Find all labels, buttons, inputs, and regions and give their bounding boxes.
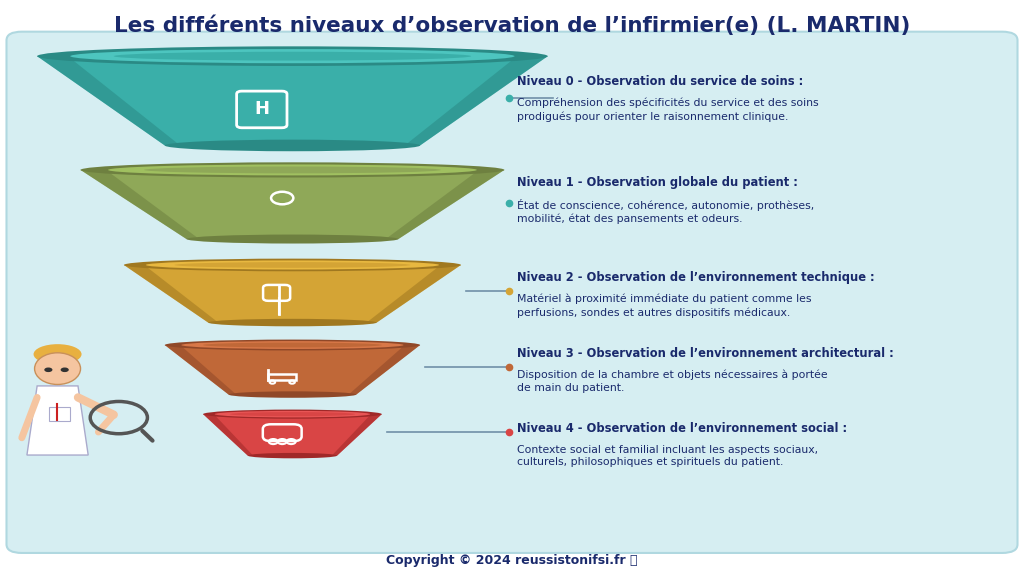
Text: Contexte social et familial incluant les aspects sociaux,
culturels, philosophiq: Contexte social et familial incluant les… bbox=[517, 445, 818, 468]
Ellipse shape bbox=[34, 344, 82, 365]
Ellipse shape bbox=[81, 162, 505, 177]
Polygon shape bbox=[37, 56, 180, 146]
Ellipse shape bbox=[145, 260, 439, 270]
Ellipse shape bbox=[203, 343, 382, 347]
Ellipse shape bbox=[165, 139, 420, 151]
Polygon shape bbox=[203, 414, 253, 456]
Text: Copyright © 2024 reussistonifsi.fr 💲: Copyright © 2024 reussistonifsi.fr 💲 bbox=[386, 554, 638, 567]
Ellipse shape bbox=[144, 166, 440, 173]
Polygon shape bbox=[124, 265, 218, 323]
Text: Compréhension des spécificités du service et des soins
prodigués pour orienter l: Compréhension des spécificités du servic… bbox=[517, 98, 819, 122]
Text: État de conscience, cohérence, autonomie, prothèses,
mobilité, état des pansemen: État de conscience, cohérence, autonomie… bbox=[517, 199, 814, 224]
Ellipse shape bbox=[71, 49, 514, 63]
Polygon shape bbox=[404, 56, 548, 146]
Polygon shape bbox=[81, 170, 505, 239]
Polygon shape bbox=[124, 265, 461, 323]
Text: H: H bbox=[254, 100, 269, 119]
Ellipse shape bbox=[181, 341, 403, 349]
Ellipse shape bbox=[37, 46, 548, 66]
FancyBboxPatch shape bbox=[6, 32, 1018, 553]
Ellipse shape bbox=[35, 353, 81, 385]
Polygon shape bbox=[332, 414, 382, 456]
Polygon shape bbox=[348, 345, 420, 395]
Ellipse shape bbox=[165, 340, 420, 350]
Polygon shape bbox=[165, 345, 237, 395]
Text: Niveau 0 - Observation du service de soins :: Niveau 0 - Observation du service de soi… bbox=[517, 75, 804, 88]
Polygon shape bbox=[386, 170, 505, 239]
Polygon shape bbox=[37, 56, 548, 146]
Polygon shape bbox=[367, 265, 461, 323]
Text: Matériel à proximité immédiate du patient comme les
perfusions, sondes et autres: Matériel à proximité immédiate du patien… bbox=[517, 294, 812, 318]
Polygon shape bbox=[203, 414, 382, 456]
Ellipse shape bbox=[248, 453, 337, 458]
Ellipse shape bbox=[174, 262, 411, 268]
Ellipse shape bbox=[208, 319, 377, 326]
Circle shape bbox=[44, 367, 52, 372]
Ellipse shape bbox=[203, 410, 382, 419]
Ellipse shape bbox=[186, 234, 398, 244]
Ellipse shape bbox=[229, 412, 355, 416]
Polygon shape bbox=[81, 170, 200, 239]
Text: Niveau 3 - Observation de l’environnement architectural :: Niveau 3 - Observation de l’environnemen… bbox=[517, 347, 894, 360]
FancyBboxPatch shape bbox=[49, 407, 70, 421]
Polygon shape bbox=[165, 345, 420, 395]
Text: Niveau 4 - Observation de l’environnement social :: Niveau 4 - Observation de l’environnemen… bbox=[517, 422, 847, 435]
Text: Niveau 2 - Observation de l’environnement technique :: Niveau 2 - Observation de l’environnemen… bbox=[517, 271, 874, 284]
Ellipse shape bbox=[114, 52, 471, 60]
Polygon shape bbox=[27, 386, 88, 455]
Ellipse shape bbox=[124, 259, 461, 271]
Circle shape bbox=[60, 367, 69, 372]
Text: Niveau 1 - Observation globale du patient :: Niveau 1 - Observation globale du patien… bbox=[517, 176, 798, 189]
Ellipse shape bbox=[228, 391, 356, 398]
Ellipse shape bbox=[109, 164, 477, 176]
Ellipse shape bbox=[215, 411, 371, 418]
Text: Disposition de la chambre et objets nécessaires à portée
de main du patient.: Disposition de la chambre et objets néce… bbox=[517, 370, 827, 393]
Text: Les différents niveaux d’observation de l’infirmier(e) (L. MARTIN): Les différents niveaux d’observation de … bbox=[114, 16, 910, 36]
